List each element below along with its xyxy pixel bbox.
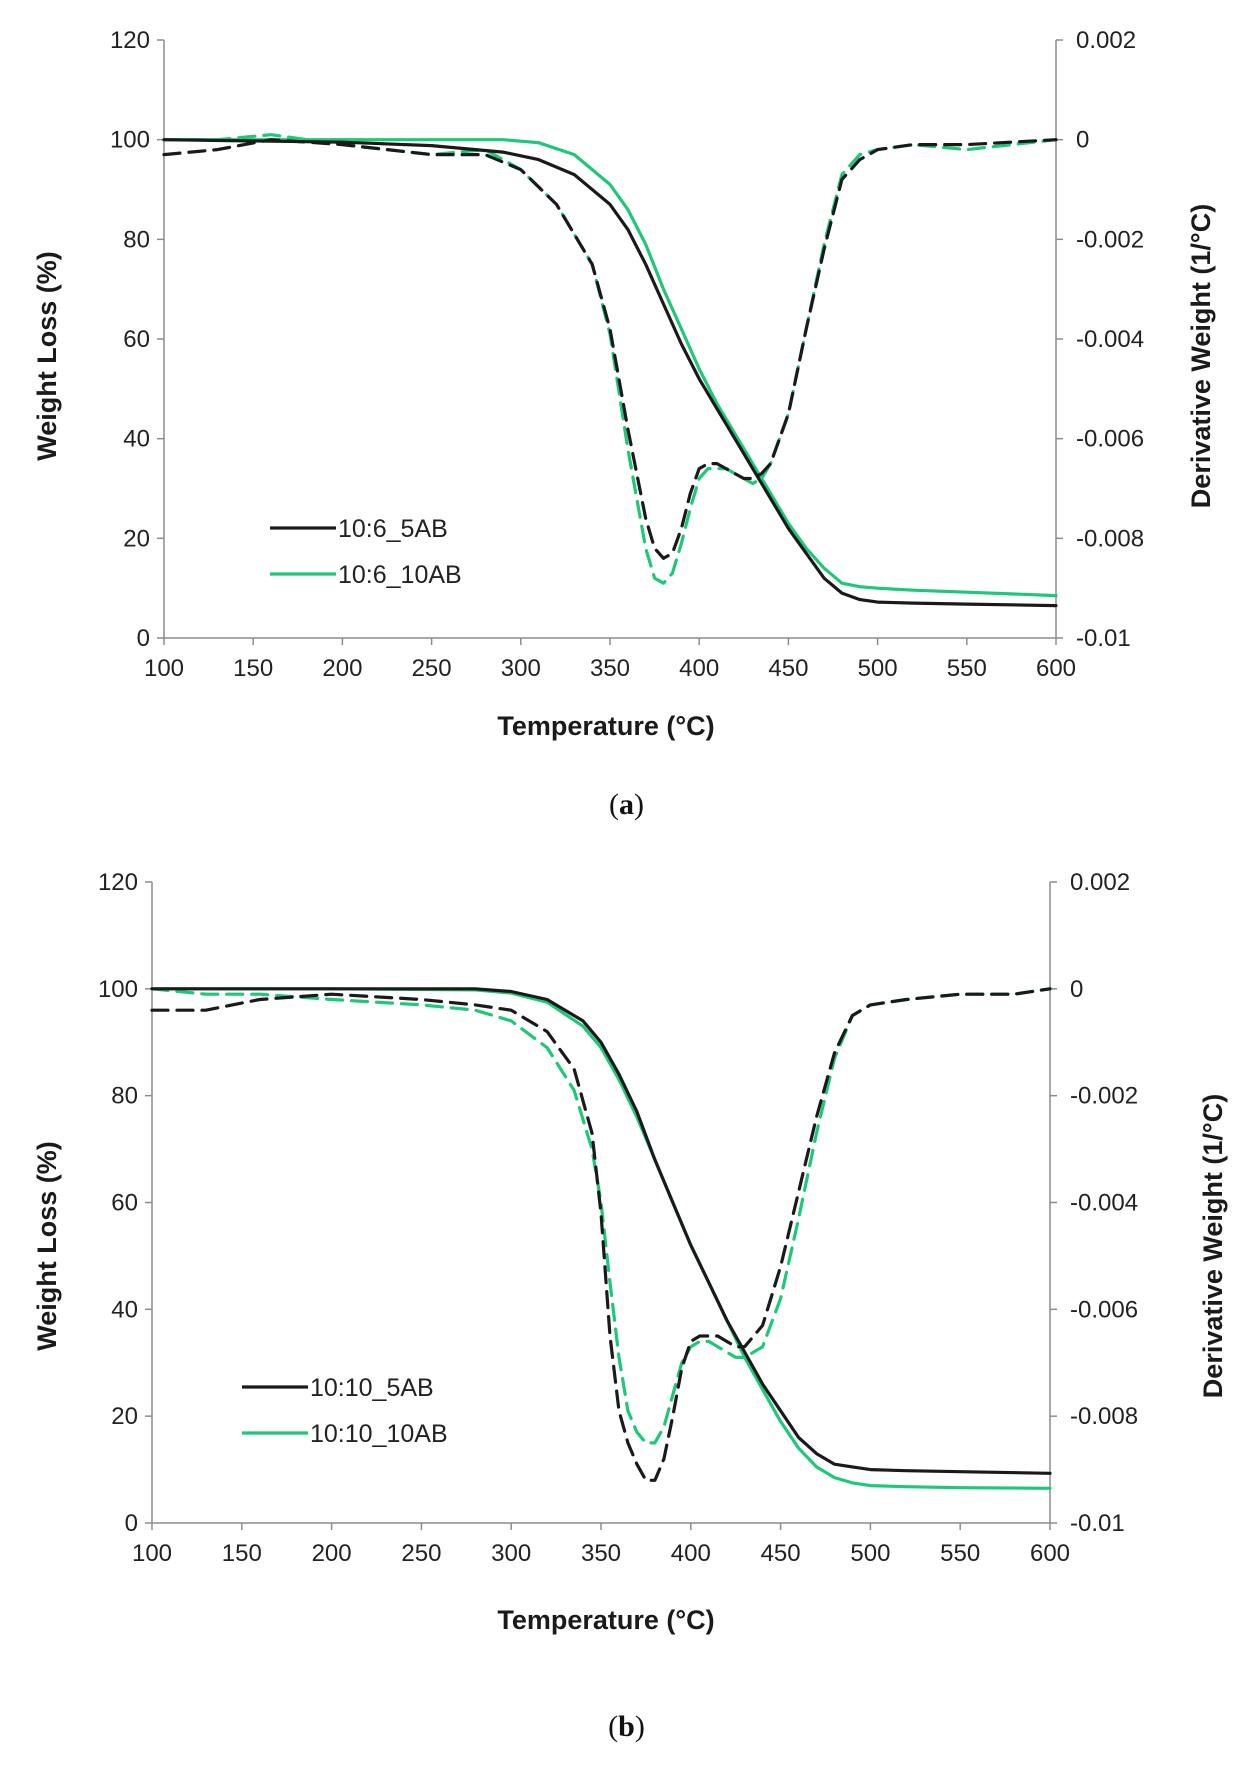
x-tick-label: 250 — [412, 655, 452, 682]
legend-label: 10:10_10AB — [310, 1420, 448, 1448]
x-tick-label: 350 — [581, 1540, 621, 1567]
y-tick-label: 40 — [123, 426, 150, 453]
x-tick-label: 200 — [322, 655, 362, 682]
y-tick-label: 20 — [123, 525, 150, 552]
y-tick-label: 120 — [98, 869, 138, 896]
y2-tick-label: -0.002 — [1070, 1083, 1138, 1110]
y-tick-label: 80 — [123, 226, 150, 253]
chart-panel-a: 100 150 200 250 300 350 400 450 500 550 6000204060… — [32, 27, 1216, 741]
y-tick-label: 20 — [111, 1403, 138, 1430]
x-tick-label: 150 — [222, 1540, 262, 1567]
x-tick-label: 400 — [671, 1540, 711, 1567]
derivative-line-black — [150, 987, 1052, 1482]
plot-area: 100 150 200 250 300 350 400 450 500 550 6000204060… — [98, 869, 1138, 1567]
legend-label: 10:6_10AB — [338, 561, 462, 589]
x-axis-title: Temperature (°C) — [497, 711, 714, 741]
y-tick-label: 100 — [110, 127, 150, 154]
x-tick-label: 500 — [858, 655, 898, 682]
y-tick-label: 60 — [123, 326, 150, 353]
y2-tick-label: -0.01 — [1070, 1510, 1125, 1537]
x-tick-label: 450 — [768, 655, 808, 682]
x-tick-label: 150 — [233, 655, 273, 682]
x-tick-label: 300 — [491, 1540, 531, 1567]
y-axis-title: Weight Loss (%) — [32, 251, 62, 461]
y-tick-label: 80 — [111, 1083, 138, 1110]
x-tick-label: 100 — [132, 1540, 172, 1567]
y-tick-label: 100 — [98, 976, 138, 1003]
x-tick-label: 350 — [590, 655, 630, 682]
weight-loss-line-black — [162, 138, 1058, 608]
y2-tick-label: 0.002 — [1070, 869, 1130, 896]
x-tick-label: 100 — [144, 655, 184, 682]
y2-tick-label: -0.002 — [1076, 226, 1144, 253]
panel-caption-letter: b — [618, 1710, 635, 1743]
x-tick-label: 500 — [850, 1540, 890, 1567]
y2-tick-label: -0.008 — [1076, 525, 1144, 552]
y2-axis-title: Derivative Weight (1/°C) — [1198, 1094, 1228, 1398]
legend-label: 10:10_5AB — [310, 1374, 434, 1402]
panel-caption-a: (a) — [609, 788, 644, 821]
x-tick-label: 200 — [312, 1540, 352, 1567]
x-axis-title: Temperature (°C) — [497, 1605, 714, 1635]
y-tick-label: 40 — [111, 1296, 138, 1323]
y2-tick-label: -0.006 — [1070, 1296, 1138, 1323]
x-tick-label: 250 — [401, 1540, 441, 1567]
weight-loss-line-green — [162, 138, 1058, 598]
y2-tick-label: -0.006 — [1076, 426, 1144, 453]
weight-loss-line-black — [150, 987, 1052, 1475]
panel-caption-letter: a — [619, 788, 634, 821]
panel-caption-b: (b) — [608, 1710, 645, 1743]
derivative-line-green — [162, 133, 1058, 585]
x-tick-label: 400 — [679, 655, 719, 682]
y-axis-title: Weight Loss (%) — [32, 1141, 62, 1351]
legend-label: 10:6_5AB — [338, 515, 448, 543]
y2-tick-label: -0.004 — [1070, 1190, 1138, 1217]
y2-tick-label: 0.002 — [1076, 27, 1136, 54]
chart-panel-b: 100 150 200 250 300 350 400 450 500 550 6000204060… — [32, 869, 1228, 1635]
x-tick-label: 300 — [501, 655, 541, 682]
derivative-line-black — [162, 138, 1058, 560]
x-tick-label: 600 — [1030, 1540, 1070, 1567]
x-tick-label: 550 — [947, 655, 987, 682]
y-tick-label: 120 — [110, 27, 150, 54]
y-tick-label: 0 — [125, 1510, 138, 1537]
y2-tick-label: -0.004 — [1076, 326, 1144, 353]
plot-area: 100 150 200 250 300 350 400 450 500 550 6000204060… — [110, 27, 1144, 682]
x-tick-label: 600 — [1036, 655, 1076, 682]
y-tick-label: 0 — [137, 625, 150, 652]
weight-loss-line-green — [150, 987, 1052, 1490]
x-tick-label: 450 — [761, 1540, 801, 1567]
y2-tick-label: 0 — [1070, 976, 1083, 1003]
y2-tick-label: 0 — [1076, 127, 1089, 154]
y2-axis-title: Derivative Weight (1/°C) — [1186, 204, 1216, 508]
y-tick-label: 60 — [111, 1190, 138, 1217]
y2-tick-label: -0.008 — [1070, 1403, 1138, 1430]
y2-tick-label: -0.01 — [1076, 625, 1131, 652]
x-tick-label: 550 — [940, 1540, 980, 1567]
